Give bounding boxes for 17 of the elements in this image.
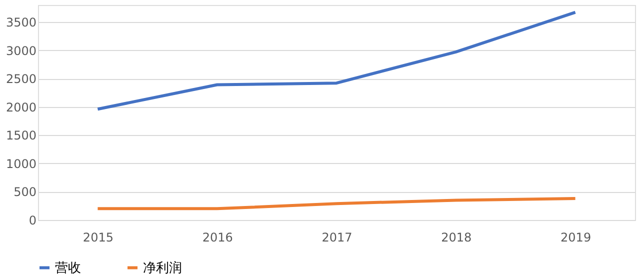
line-series: [96, 197, 577, 210]
y-tick-label: 2500: [6, 72, 36, 86]
y-tick-label: 0: [28, 214, 36, 228]
x-tick-label: 2017: [322, 230, 352, 244]
legend-label: 营收: [55, 260, 81, 276]
x-tick-label: 2016: [202, 230, 233, 244]
y-tick-label: 1000: [6, 156, 36, 171]
x-tick-label: 2019: [560, 230, 592, 244]
y-tick-label: 3000: [6, 44, 36, 58]
x-tick-label: 2018: [441, 230, 472, 244]
legend-label: 净利润: [143, 260, 182, 276]
y-tick-label: 500: [14, 185, 36, 200]
x-tick-label: 2015: [82, 230, 114, 244]
y-tick-label: 2000: [6, 100, 36, 114]
y-tick-label: 1500: [6, 128, 36, 143]
y-tick-label: 3500: [6, 15, 36, 30]
line-series: [96, 10, 577, 111]
